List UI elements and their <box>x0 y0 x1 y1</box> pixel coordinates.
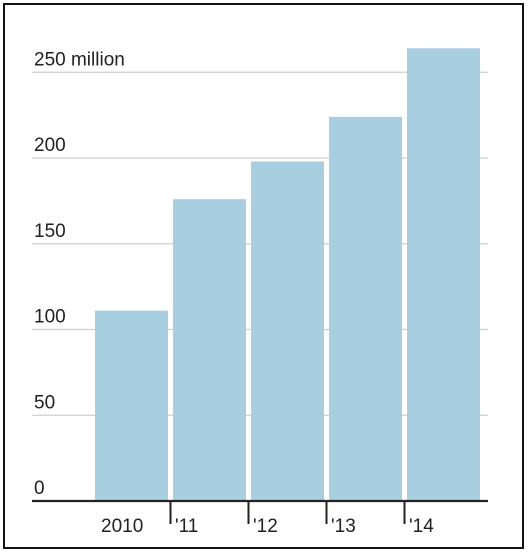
bar-1 <box>173 199 246 501</box>
bar-3 <box>329 116 402 501</box>
y-tick-label-250: 250 million <box>34 49 125 70</box>
bar-0 <box>95 310 168 501</box>
x-tick-label-4: '14 <box>409 516 434 537</box>
bar-4 <box>407 48 480 502</box>
y-tick-label-0: 0 <box>34 478 45 499</box>
x-tick-label-1: '11 <box>175 516 198 537</box>
y-tick-label-50: 50 <box>34 392 55 413</box>
bar-2 <box>251 161 324 501</box>
x-tick-label-3: '13 <box>331 516 356 537</box>
y-tick-label-200: 200 <box>34 135 66 156</box>
x-tick-label-2: '12 <box>253 516 278 537</box>
y-tick-label-100: 100 <box>34 307 66 328</box>
x-tick-label-0: 2010 <box>101 516 143 537</box>
y-tick-label-150: 150 <box>34 221 66 242</box>
